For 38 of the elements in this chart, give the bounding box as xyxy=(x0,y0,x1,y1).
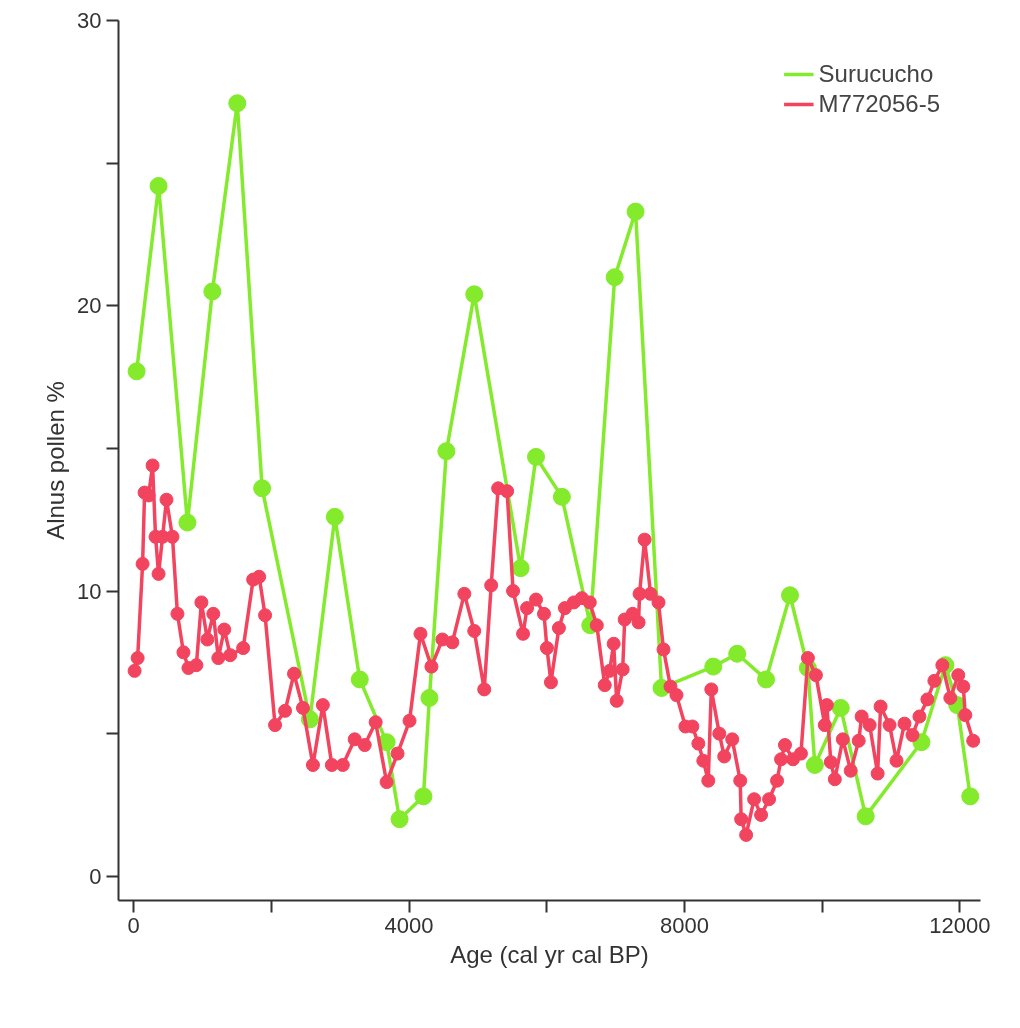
point xyxy=(325,507,344,526)
point xyxy=(414,787,433,806)
point xyxy=(178,513,197,532)
point xyxy=(805,756,824,774)
point xyxy=(203,282,222,301)
point xyxy=(757,670,776,689)
legend-label: Surucucho xyxy=(818,60,934,88)
point xyxy=(390,810,409,829)
point xyxy=(605,268,624,287)
point xyxy=(420,688,439,707)
x-tick-label: 12000 xyxy=(929,912,991,938)
y-tick-label: 30 xyxy=(77,8,102,33)
point xyxy=(831,698,850,717)
point xyxy=(780,586,799,605)
point xyxy=(961,787,980,806)
point xyxy=(626,202,645,221)
y-tick-label: 10 xyxy=(77,578,102,604)
point xyxy=(465,285,484,304)
y-tick-label: 20 xyxy=(77,293,102,319)
point xyxy=(149,176,168,195)
legend-label: M772056-5 xyxy=(818,90,940,118)
point xyxy=(127,362,146,381)
point xyxy=(552,487,571,506)
y-tick-label: 0 xyxy=(89,863,102,889)
x-axis-title: Age (cal yr cal BP) xyxy=(450,940,649,968)
point xyxy=(704,657,723,676)
point xyxy=(511,559,530,578)
point xyxy=(350,670,369,689)
x-tick-label: 8000 xyxy=(659,912,709,938)
x-tick-label: 4000 xyxy=(384,912,434,938)
point xyxy=(728,644,747,663)
y-axis-title: Alnus pollen % xyxy=(42,381,70,540)
point xyxy=(253,479,272,498)
x-tick-label: 0 xyxy=(127,912,140,938)
point xyxy=(228,94,247,113)
point xyxy=(437,442,456,461)
point xyxy=(527,447,546,466)
point xyxy=(856,807,875,826)
